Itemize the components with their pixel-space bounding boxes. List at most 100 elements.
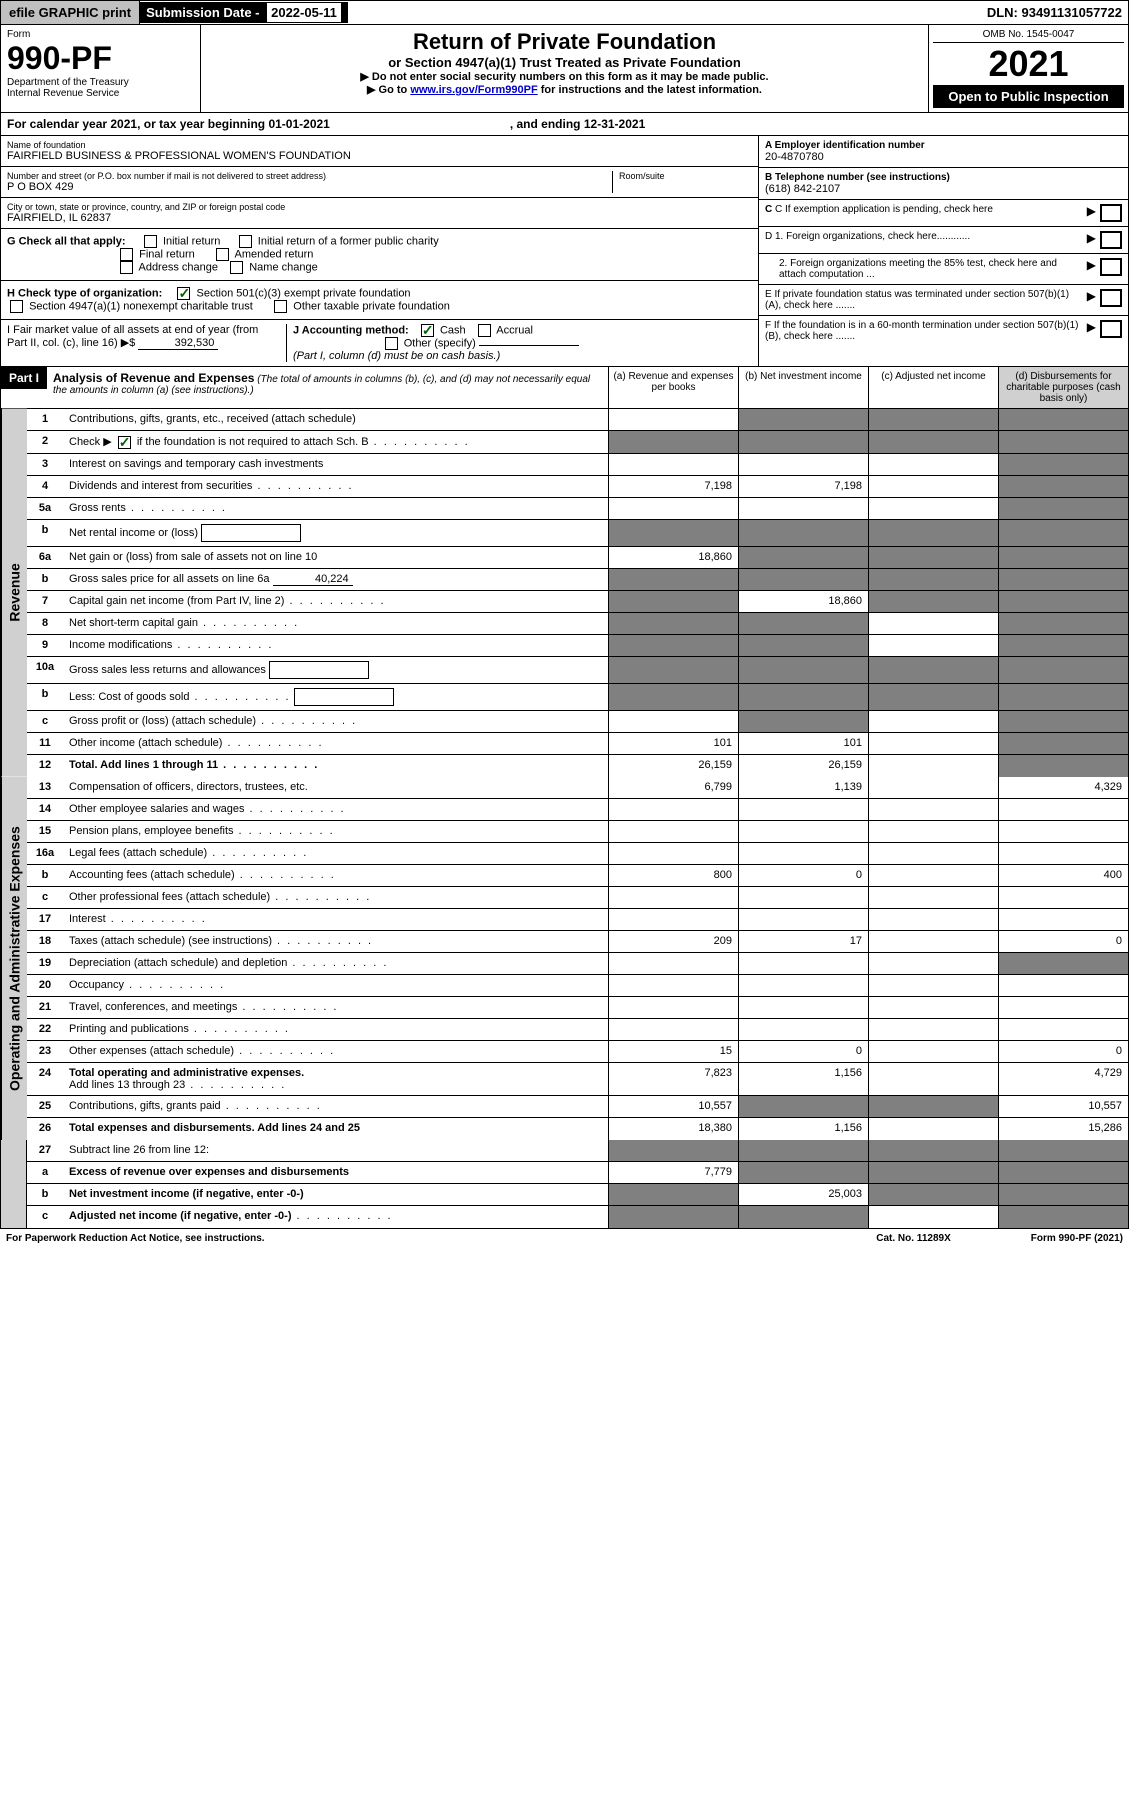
line13-a: 6,799 <box>608 777 738 798</box>
line23-d: 0 <box>998 1041 1128 1062</box>
foundation-name: FAIRFIELD BUSINESS & PROFESSIONAL WOMEN'… <box>7 150 752 162</box>
line25-d: 10,557 <box>998 1096 1128 1117</box>
part1-badge: Part I <box>1 367 47 389</box>
line13-b: 1,139 <box>738 777 868 798</box>
form-note2: ▶ Go to www.irs.gov/Form990PF for instru… <box>205 83 924 96</box>
line23-b: 0 <box>738 1041 868 1062</box>
page-footer: For Paperwork Reduction Act Notice, see … <box>0 1229 1129 1248</box>
dept-line2: Internal Revenue Service <box>7 88 194 99</box>
cash-basis-note: (Part I, column (d) must be on cash basi… <box>293 350 500 362</box>
line11-b: 101 <box>738 733 868 754</box>
line25-a: 10,557 <box>608 1096 738 1117</box>
form-id-block: Form 990-PF Department of the Treasury I… <box>1 25 201 112</box>
g-check-row: G Check all that apply: Initial return I… <box>1 229 758 281</box>
line18-a: 209 <box>608 931 738 952</box>
sch-b-checkbox[interactable] <box>118 436 131 449</box>
form-label: Form <box>7 29 194 40</box>
footer-form: Form 990-PF (2021) <box>1031 1233 1123 1244</box>
revenue-side-label: Revenue <box>1 409 27 777</box>
omb-number: OMB No. 1545-0047 <box>933 29 1124 43</box>
opex-section: Operating and Administrative Expenses 13… <box>1 777 1128 1140</box>
other-method-checkbox[interactable] <box>385 337 398 350</box>
form-subtitle: or Section 4947(a)(1) Trust Treated as P… <box>205 55 924 70</box>
entity-info-grid: Name of foundation FAIRFIELD BUSINESS & … <box>0 136 1129 367</box>
city-state-zip: FAIRFIELD, IL 62837 <box>7 212 752 224</box>
name-change-checkbox[interactable] <box>230 261 243 274</box>
ij-row: I Fair market value of all assets at end… <box>1 320 758 366</box>
address-change-checkbox[interactable] <box>120 261 133 274</box>
f-check-row: F If the foundation is in a 60-month ter… <box>759 316 1128 346</box>
line26-a: 18,380 <box>608 1118 738 1140</box>
submission-date-label: Submission Date - 2022-05-11 <box>140 2 348 23</box>
form-number: 990-PF <box>7 40 194 77</box>
foundation-name-cell: Name of foundation FAIRFIELD BUSINESS & … <box>1 136 758 167</box>
accrual-checkbox[interactable] <box>478 324 491 337</box>
fmv-label: I Fair market value of all assets at end… <box>7 324 258 349</box>
address-cell: Number and street (or P.O. box number if… <box>1 167 758 198</box>
efile-print-button[interactable]: efile GRAPHIC print <box>1 1 140 24</box>
phone-cell: B Telephone number (see instructions) (6… <box>759 168 1128 200</box>
final-return-checkbox[interactable] <box>120 248 133 261</box>
d2-checkbox[interactable] <box>1100 258 1122 276</box>
title-right: OMB No. 1545-0047 2021 Open to Public In… <box>928 25 1128 112</box>
line24-a: 7,823 <box>608 1063 738 1095</box>
initial-return-checkbox[interactable] <box>144 235 157 248</box>
line24-d: 4,729 <box>998 1063 1128 1095</box>
inspection-badge: Open to Public Inspection <box>933 85 1124 108</box>
phone-value: (618) 842-2107 <box>765 183 1122 195</box>
col-a-header: (a) Revenue and expenses per books <box>608 367 738 408</box>
header-bar: efile GRAPHIC print Submission Date - 20… <box>0 0 1129 25</box>
irs-link[interactable]: www.irs.gov/Form990PF <box>410 84 537 96</box>
line26-b: 1,156 <box>738 1118 868 1140</box>
line13-d: 4,329 <box>998 777 1128 798</box>
year-end: 12-31-2021 <box>584 117 645 131</box>
c-checkbox[interactable] <box>1100 204 1122 222</box>
part1-grid: Revenue 1Contributions, gifts, grants, e… <box>0 409 1129 1229</box>
line4-a: 7,198 <box>608 476 738 497</box>
ein-cell: A Employer identification number 20-4870… <box>759 136 1128 168</box>
line6b-inline: 40,224 <box>273 573 353 586</box>
fmv-value: 392,530 <box>138 337 218 350</box>
e-checkbox[interactable] <box>1100 289 1122 307</box>
dln-value: DLN: 93491131057722 <box>981 2 1128 23</box>
line6a-a: 18,860 <box>608 547 738 568</box>
line11-a: 101 <box>608 733 738 754</box>
4947-checkbox[interactable] <box>10 300 23 313</box>
line16b-d: 400 <box>998 865 1128 886</box>
e-check-row: E If private foundation status was termi… <box>759 285 1128 316</box>
col-c-header: (c) Adjusted net income <box>868 367 998 408</box>
opex-side-label: Operating and Administrative Expenses <box>1 777 27 1140</box>
h-check-row: H Check type of organization: Section 50… <box>1 281 758 320</box>
revenue-section: Revenue 1Contributions, gifts, grants, e… <box>1 409 1128 777</box>
line27b-b: 25,003 <box>738 1184 868 1205</box>
amended-return-checkbox[interactable] <box>216 248 229 261</box>
other-taxable-checkbox[interactable] <box>274 300 287 313</box>
year-begin: 01-01-2021 <box>268 117 329 131</box>
f-checkbox[interactable] <box>1100 320 1122 338</box>
part1-header-row: Part I Analysis of Revenue and Expenses … <box>0 367 1129 409</box>
line18-b: 17 <box>738 931 868 952</box>
line27a-a: 7,779 <box>608 1162 738 1183</box>
d1-checkbox[interactable] <box>1100 231 1122 249</box>
line12-b: 26,159 <box>738 755 868 777</box>
cash-checkbox[interactable] <box>421 324 434 337</box>
initial-former-checkbox[interactable] <box>239 235 252 248</box>
footer-cat: Cat. No. 11289X <box>876 1233 950 1244</box>
form-note1: ▶ Do not enter social security numbers o… <box>205 70 924 83</box>
submission-date-value: 2022-05-11 <box>267 3 341 22</box>
line26-d: 15,286 <box>998 1118 1128 1140</box>
form-title: Return of Private Foundation <box>205 29 924 55</box>
501c3-checkbox[interactable] <box>177 287 190 300</box>
summary-section: 27Subtract line 26 from line 12: aExcess… <box>1 1140 1128 1228</box>
line16b-a: 800 <box>608 865 738 886</box>
tax-year: 2021 <box>933 43 1124 85</box>
line12-a: 26,159 <box>608 755 738 777</box>
street-address: P O BOX 429 <box>7 181 612 193</box>
room-label: Room/suite <box>619 171 752 181</box>
c-check-row: C C If exemption application is pending,… <box>759 200 1128 227</box>
dept-line1: Department of the Treasury <box>7 77 194 88</box>
line7-b: 18,860 <box>738 591 868 612</box>
part1-description: Analysis of Revenue and Expenses (The to… <box>47 367 608 400</box>
title-block: Form 990-PF Department of the Treasury I… <box>0 25 1129 113</box>
line23-a: 15 <box>608 1041 738 1062</box>
